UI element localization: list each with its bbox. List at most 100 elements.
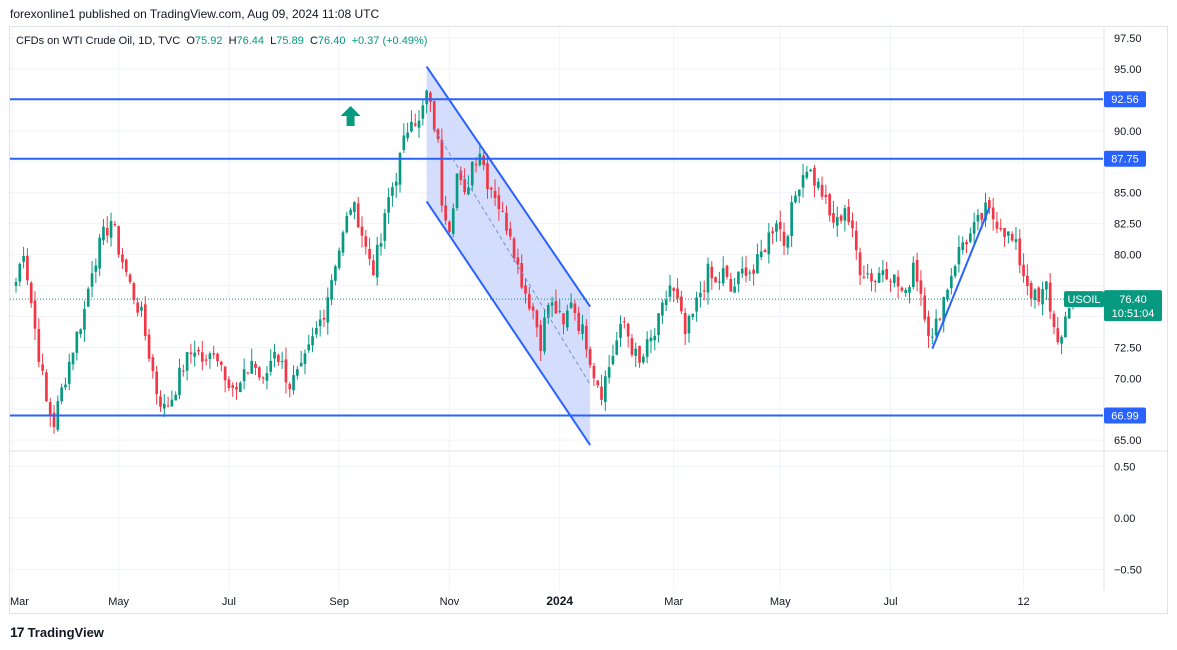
candle bbox=[14, 281, 18, 286]
candle bbox=[410, 121, 413, 132]
candle bbox=[870, 273, 873, 282]
candle bbox=[1056, 328, 1060, 343]
candle bbox=[1064, 316, 1067, 338]
candle bbox=[417, 120, 421, 128]
candle bbox=[1037, 287, 1041, 302]
candle bbox=[284, 359, 288, 383]
candle bbox=[105, 227, 109, 236]
candle bbox=[486, 163, 489, 189]
candle bbox=[277, 355, 280, 362]
candle bbox=[296, 369, 299, 376]
candle bbox=[763, 249, 767, 253]
candle bbox=[946, 289, 949, 300]
candle bbox=[516, 257, 520, 265]
x-tick-label: Mar bbox=[10, 596, 29, 608]
candle bbox=[965, 241, 968, 245]
candle bbox=[573, 303, 577, 314]
candle bbox=[1033, 289, 1037, 300]
candle bbox=[109, 221, 113, 238]
candle bbox=[592, 365, 596, 379]
candle bbox=[550, 302, 554, 306]
candle bbox=[1067, 308, 1071, 319]
candle bbox=[18, 263, 22, 282]
candle bbox=[721, 268, 725, 284]
candle bbox=[387, 197, 390, 213]
x-tick-label: 2024 bbox=[546, 594, 573, 608]
candle bbox=[634, 348, 638, 356]
candle bbox=[539, 324, 543, 351]
candle bbox=[299, 362, 303, 367]
candle bbox=[797, 189, 801, 197]
y-tick-label: 97.50 bbox=[1114, 33, 1142, 45]
candle bbox=[661, 302, 664, 316]
candle bbox=[448, 221, 451, 232]
candle bbox=[581, 324, 584, 334]
candle bbox=[1014, 239, 1018, 242]
candle bbox=[881, 270, 885, 275]
candle bbox=[41, 364, 44, 371]
candle bbox=[900, 287, 904, 291]
candle bbox=[345, 215, 349, 233]
candle bbox=[48, 402, 52, 415]
candle bbox=[368, 248, 371, 259]
tradingview-footer[interactable]: 17 TradingView bbox=[10, 624, 104, 640]
legend-change: +0.37 (+0.49%) bbox=[351, 35, 428, 47]
candle bbox=[691, 313, 695, 317]
candle bbox=[128, 274, 132, 283]
candle bbox=[683, 312, 687, 335]
candle bbox=[121, 254, 124, 263]
candle bbox=[375, 244, 379, 278]
candle bbox=[292, 375, 295, 391]
candle bbox=[596, 380, 600, 386]
candle bbox=[725, 265, 729, 277]
candle bbox=[1052, 313, 1056, 328]
candle bbox=[988, 200, 991, 209]
candle bbox=[307, 344, 311, 351]
candle bbox=[455, 173, 459, 208]
candle bbox=[866, 273, 870, 275]
y-tick-label: 95.00 bbox=[1114, 64, 1142, 76]
candle bbox=[208, 353, 212, 359]
candle bbox=[250, 360, 254, 374]
candle bbox=[288, 384, 292, 389]
candle bbox=[512, 238, 516, 259]
level-label: 87.75 bbox=[1111, 154, 1139, 166]
candle bbox=[402, 135, 406, 150]
legend-low: 75.89 bbox=[276, 35, 304, 47]
candle bbox=[235, 387, 238, 390]
candle bbox=[185, 352, 189, 371]
candle bbox=[429, 92, 432, 102]
candle bbox=[391, 187, 394, 196]
candle bbox=[482, 155, 485, 166]
candle bbox=[885, 269, 889, 280]
candle bbox=[543, 317, 546, 352]
candle bbox=[854, 230, 858, 251]
candle bbox=[432, 100, 436, 131]
candle bbox=[1022, 264, 1025, 277]
publisher-line: forexonline1 published on TradingView.co… bbox=[10, 7, 380, 21]
candle bbox=[166, 405, 170, 407]
candle bbox=[1041, 289, 1044, 305]
candle bbox=[147, 334, 151, 359]
candle bbox=[657, 313, 660, 336]
candle bbox=[501, 211, 505, 213]
candle bbox=[607, 367, 611, 378]
candle bbox=[558, 310, 562, 312]
candle bbox=[508, 228, 512, 237]
candle bbox=[45, 372, 48, 402]
candle bbox=[341, 232, 345, 253]
candle bbox=[759, 251, 763, 258]
candle bbox=[162, 403, 166, 409]
candle bbox=[546, 305, 550, 318]
candle bbox=[938, 318, 942, 320]
candle bbox=[847, 206, 851, 223]
candle bbox=[280, 361, 284, 363]
candle bbox=[600, 386, 603, 400]
candle bbox=[421, 105, 425, 119]
candle bbox=[75, 331, 79, 353]
candle bbox=[527, 294, 531, 309]
candle bbox=[79, 329, 82, 335]
up-arrow-icon bbox=[340, 106, 361, 127]
countdown-label: 10:51:04 bbox=[1112, 308, 1155, 320]
